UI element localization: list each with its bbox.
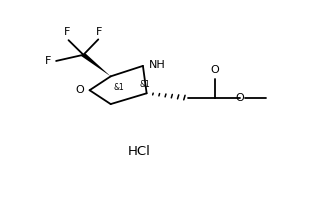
Text: O: O xyxy=(76,85,84,95)
Text: &1: &1 xyxy=(139,80,150,89)
Text: F: F xyxy=(96,27,103,37)
Text: O: O xyxy=(211,65,219,75)
Text: NH: NH xyxy=(149,60,166,70)
Text: &1: &1 xyxy=(114,83,124,92)
Polygon shape xyxy=(81,54,111,76)
Text: F: F xyxy=(64,27,70,37)
Text: HCl: HCl xyxy=(128,145,151,158)
Text: F: F xyxy=(45,56,51,66)
Text: O: O xyxy=(235,93,244,103)
